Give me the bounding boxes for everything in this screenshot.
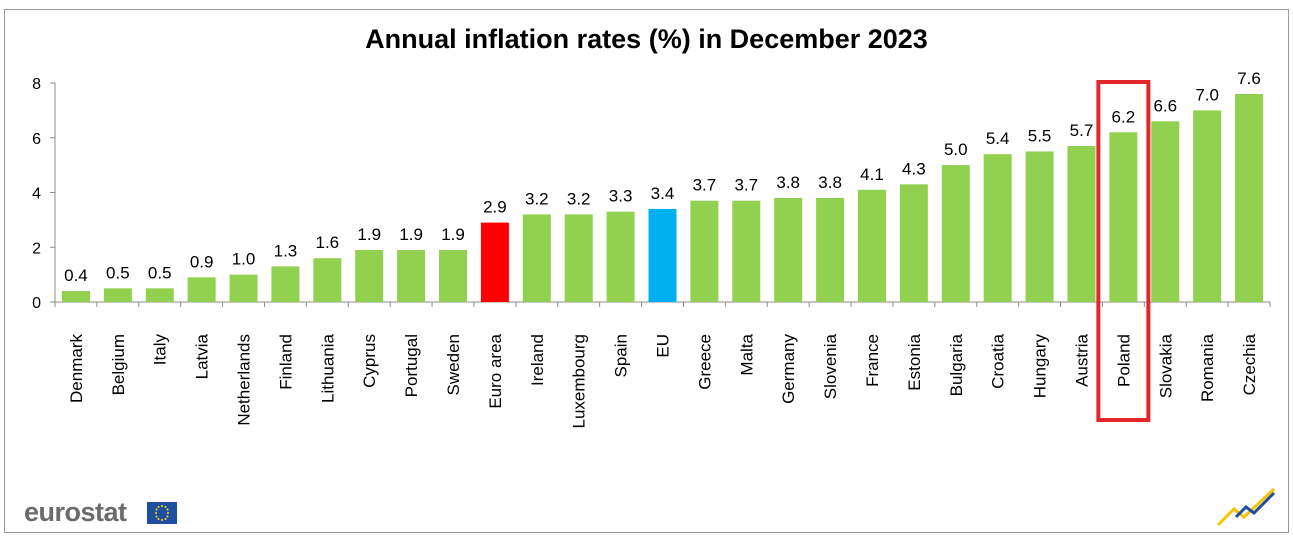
data-label: 7.6 bbox=[1237, 69, 1261, 88]
category-label: Croatia bbox=[989, 333, 1008, 388]
eurostat-swoosh-icon bbox=[1216, 487, 1276, 527]
bar bbox=[271, 266, 300, 302]
bar bbox=[941, 165, 970, 302]
chart-title: Annual inflation rates (%) in December 2… bbox=[365, 24, 928, 54]
highlight-box bbox=[1096, 80, 1151, 422]
category-label: Bulgaria bbox=[947, 333, 966, 396]
category-label: Greece bbox=[695, 334, 714, 390]
bar bbox=[606, 211, 635, 302]
eu-flag-icon bbox=[147, 502, 177, 524]
bar bbox=[1151, 121, 1180, 302]
bar bbox=[103, 288, 132, 302]
data-label: 5.7 bbox=[1070, 121, 1094, 140]
data-label: 3.8 bbox=[818, 173, 842, 192]
category-label: France bbox=[863, 334, 882, 387]
category-label: Sweden bbox=[444, 334, 463, 395]
bar bbox=[145, 288, 174, 302]
data-label: 4.3 bbox=[902, 159, 926, 178]
bar bbox=[983, 154, 1012, 302]
bar bbox=[187, 277, 216, 302]
bar bbox=[1235, 93, 1264, 302]
category-label: Spain bbox=[612, 334, 631, 377]
category-label: Slovakia bbox=[1156, 333, 1175, 398]
bar bbox=[732, 200, 761, 302]
bar bbox=[397, 249, 426, 302]
category-label: Luxembourg bbox=[570, 334, 589, 429]
eurostat-logo: eurostat bbox=[24, 497, 127, 527]
data-label: 6.6 bbox=[1153, 96, 1177, 115]
bar bbox=[857, 189, 886, 302]
bar bbox=[774, 197, 803, 302]
category-label: Poland bbox=[1114, 334, 1133, 387]
data-label: 1.9 bbox=[357, 225, 381, 244]
data-label: 3.2 bbox=[525, 189, 549, 208]
data-label: 1.0 bbox=[232, 250, 256, 269]
category-label: Belgium bbox=[109, 334, 128, 395]
bar bbox=[564, 214, 593, 302]
data-label: 0.4 bbox=[64, 266, 88, 285]
y-tick-label: 4 bbox=[32, 186, 41, 203]
data-label: 1.6 bbox=[316, 233, 340, 252]
data-label: 1.9 bbox=[399, 225, 423, 244]
bar bbox=[1025, 151, 1054, 302]
data-label: 7.0 bbox=[1195, 85, 1219, 104]
data-label: 5.0 bbox=[944, 140, 968, 159]
category-label: EU bbox=[654, 334, 673, 358]
bar bbox=[690, 200, 719, 302]
data-label: 2.9 bbox=[483, 198, 507, 217]
category-label: Czechia bbox=[1240, 333, 1259, 395]
data-label: 0.5 bbox=[148, 263, 172, 282]
data-label: 3.4 bbox=[651, 184, 675, 203]
data-label: 4.1 bbox=[860, 165, 884, 184]
bar bbox=[1067, 145, 1096, 302]
data-label: 3.7 bbox=[734, 176, 758, 195]
category-label: Slovenia bbox=[821, 333, 840, 399]
data-label: 6.2 bbox=[1112, 107, 1136, 126]
bar bbox=[899, 184, 928, 302]
category-label: Ireland bbox=[528, 334, 547, 386]
data-label: 5.4 bbox=[986, 129, 1010, 148]
bar bbox=[816, 197, 845, 302]
category-label: Lithuania bbox=[318, 333, 337, 403]
bar bbox=[1109, 132, 1138, 302]
data-label: 1.9 bbox=[441, 225, 465, 244]
category-label: Latvia bbox=[193, 333, 212, 379]
category-label: Austria bbox=[1072, 333, 1091, 386]
data-label: 3.7 bbox=[693, 176, 717, 195]
data-label: 3.8 bbox=[776, 173, 800, 192]
data-label: 3.3 bbox=[609, 187, 633, 206]
bar bbox=[355, 249, 384, 302]
bar bbox=[61, 291, 90, 302]
category-label: Portugal bbox=[402, 334, 421, 397]
bar bbox=[522, 214, 551, 302]
bar bbox=[648, 208, 677, 302]
y-tick-label: 0 bbox=[32, 295, 41, 312]
y-tick-label: 8 bbox=[32, 76, 41, 93]
bar bbox=[313, 258, 342, 302]
category-label: Romania bbox=[1198, 333, 1217, 402]
data-label: 5.5 bbox=[1028, 126, 1052, 145]
bar bbox=[439, 249, 468, 302]
y-tick-label: 6 bbox=[32, 131, 41, 148]
category-label: Germany bbox=[779, 334, 798, 404]
category-label: Finland bbox=[276, 334, 295, 390]
bar bbox=[1193, 110, 1222, 302]
category-label: Malta bbox=[737, 333, 756, 375]
category-label: Hungary bbox=[1031, 334, 1050, 399]
y-tick-label: 2 bbox=[32, 240, 41, 257]
category-label: Estonia bbox=[905, 333, 924, 390]
category-label: Italy bbox=[151, 334, 170, 366]
bar bbox=[480, 222, 509, 302]
bar bbox=[229, 274, 258, 302]
category-label: Cyprus bbox=[360, 334, 379, 388]
data-label: 3.2 bbox=[567, 189, 591, 208]
category-label: Denmark bbox=[67, 334, 86, 403]
data-label: 0.5 bbox=[106, 263, 130, 282]
category-label: Euro area bbox=[486, 333, 505, 408]
data-label: 0.9 bbox=[190, 252, 214, 271]
data-label: 1.3 bbox=[274, 241, 298, 260]
category-label: Netherlands bbox=[235, 334, 254, 426]
